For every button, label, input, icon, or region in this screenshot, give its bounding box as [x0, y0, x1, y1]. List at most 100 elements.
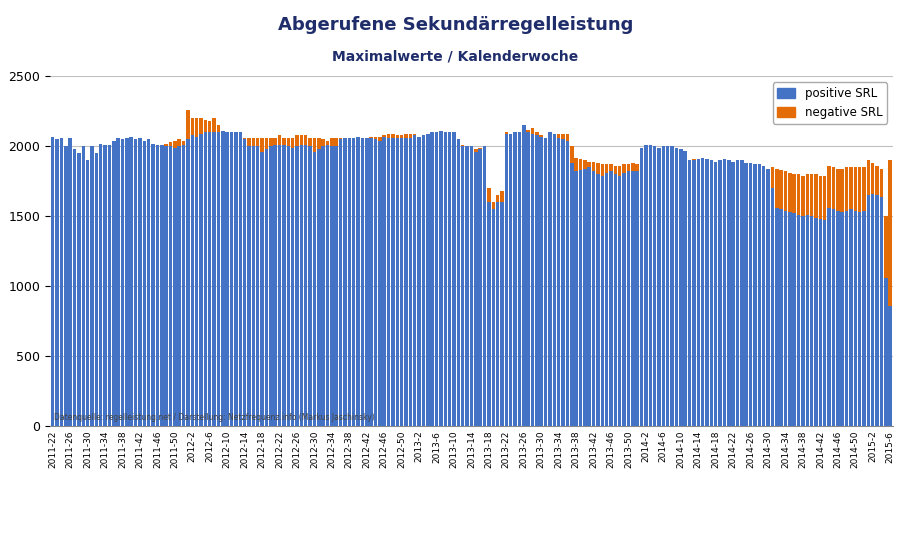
- Bar: [430, 149, 434, 426]
- Bar: [688, 161, 691, 426]
- Bar: [456, 139, 460, 426]
- Bar: [378, 136, 382, 426]
- Bar: [841, 212, 844, 426]
- Bar: [221, 131, 225, 426]
- Bar: [600, 176, 604, 426]
- Bar: [775, 169, 779, 426]
- Bar: [251, 146, 255, 426]
- Bar: [592, 171, 595, 426]
- Bar: [718, 161, 722, 426]
- Bar: [832, 167, 835, 426]
- Bar: [156, 145, 159, 426]
- Bar: [810, 216, 814, 426]
- Bar: [291, 148, 294, 426]
- Bar: [884, 278, 887, 426]
- Bar: [478, 149, 482, 426]
- Bar: [151, 144, 155, 426]
- Bar: [60, 167, 63, 426]
- Bar: [269, 146, 272, 426]
- Bar: [138, 146, 142, 426]
- Bar: [343, 138, 347, 426]
- Bar: [797, 215, 800, 426]
- Bar: [426, 134, 430, 426]
- Bar: [636, 164, 639, 426]
- Bar: [827, 208, 831, 426]
- Bar: [391, 138, 394, 426]
- Bar: [369, 136, 373, 426]
- Bar: [374, 136, 377, 426]
- Bar: [884, 216, 887, 426]
- Bar: [230, 138, 233, 426]
- Bar: [875, 166, 879, 426]
- Bar: [531, 128, 534, 426]
- Bar: [531, 134, 534, 426]
- Bar: [356, 136, 360, 426]
- Bar: [740, 161, 743, 426]
- Bar: [688, 161, 691, 426]
- Bar: [112, 141, 116, 426]
- Bar: [766, 170, 770, 426]
- Bar: [527, 132, 530, 426]
- Bar: [561, 134, 565, 426]
- Bar: [609, 164, 613, 426]
- Bar: [553, 134, 556, 426]
- Bar: [762, 166, 765, 426]
- Bar: [81, 146, 85, 426]
- Bar: [622, 173, 626, 426]
- Bar: [675, 164, 678, 426]
- Bar: [780, 170, 783, 426]
- Bar: [539, 136, 543, 426]
- Bar: [312, 152, 316, 426]
- Bar: [844, 211, 848, 426]
- Bar: [509, 134, 513, 426]
- Bar: [783, 171, 787, 426]
- Bar: [107, 153, 111, 426]
- Bar: [701, 157, 704, 426]
- Bar: [230, 132, 233, 426]
- Bar: [169, 142, 172, 426]
- Bar: [819, 176, 822, 426]
- Bar: [487, 202, 491, 426]
- Bar: [77, 153, 81, 426]
- Bar: [190, 135, 194, 426]
- Bar: [661, 146, 665, 426]
- Bar: [125, 152, 128, 426]
- Bar: [435, 132, 438, 426]
- Bar: [679, 163, 682, 426]
- Bar: [849, 209, 853, 426]
- Bar: [395, 138, 399, 426]
- Bar: [614, 174, 617, 426]
- Bar: [86, 162, 89, 426]
- Bar: [138, 138, 142, 426]
- Bar: [461, 146, 465, 426]
- Bar: [535, 132, 538, 426]
- Bar: [814, 218, 818, 426]
- Text: Datenquelle: regelleistung.net / Darstellung: Netzfrequenz.info (Markus Jaschins: Datenquelle: regelleistung.net / Darstel…: [55, 413, 375, 423]
- Bar: [592, 162, 595, 426]
- Bar: [710, 164, 713, 426]
- Bar: [178, 139, 181, 426]
- Bar: [452, 132, 456, 426]
- Bar: [60, 138, 63, 426]
- Bar: [95, 153, 98, 426]
- Bar: [182, 145, 185, 426]
- Bar: [858, 212, 862, 426]
- Bar: [383, 135, 386, 426]
- Bar: [740, 169, 743, 426]
- Bar: [173, 148, 177, 426]
- Bar: [517, 132, 521, 426]
- Bar: [596, 174, 599, 426]
- Bar: [758, 169, 761, 426]
- Bar: [90, 146, 94, 426]
- Bar: [282, 138, 286, 426]
- Bar: [714, 166, 718, 426]
- Bar: [797, 174, 800, 426]
- Bar: [300, 135, 303, 426]
- Bar: [212, 132, 216, 426]
- Text: Maximalwerte / Kalenderwoche: Maximalwerte / Kalenderwoche: [333, 49, 578, 63]
- Bar: [749, 163, 752, 426]
- Bar: [426, 139, 430, 426]
- Bar: [417, 136, 421, 426]
- Bar: [862, 167, 865, 426]
- Bar: [832, 209, 835, 426]
